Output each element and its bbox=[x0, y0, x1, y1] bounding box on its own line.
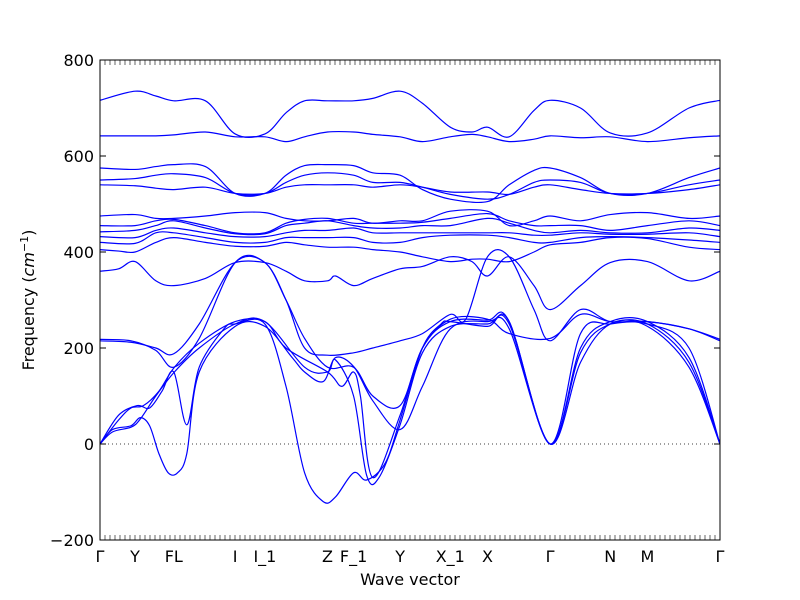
y-axis-unit: cm bbox=[19, 252, 38, 276]
x-tick-label: Γ bbox=[716, 547, 725, 566]
band-line-9 bbox=[100, 231, 720, 245]
x-tick-label: Γ bbox=[96, 547, 105, 566]
band-line-16 bbox=[100, 163, 720, 204]
band-line-5 bbox=[100, 254, 720, 409]
x-tick-label: FL bbox=[165, 547, 183, 566]
x-tick-label: I bbox=[233, 547, 238, 566]
phonon-bands bbox=[100, 90, 720, 504]
x-tick-label: M bbox=[641, 547, 655, 566]
x-tick-label: F_1 bbox=[340, 547, 367, 567]
band-line-8 bbox=[100, 236, 720, 263]
band-line-12 bbox=[100, 212, 720, 235]
x-axis-ticks: Γ Y FL I I_1 Z F_1 Y X_1 X Γ N M Γ bbox=[96, 60, 725, 567]
band-line-18 bbox=[100, 90, 720, 138]
band-line-14 bbox=[100, 184, 720, 196]
band-line-13 bbox=[100, 209, 720, 227]
x-tick-label: I_1 bbox=[253, 547, 276, 567]
x-tick-label: X_1 bbox=[436, 547, 465, 567]
x-tick-label: Γ bbox=[546, 547, 555, 566]
y-tick-label: −200 bbox=[50, 531, 94, 550]
y-axis-ticks: −200 0 200 400 600 800 bbox=[50, 51, 720, 550]
y-axis-unit-power: −1 bbox=[18, 236, 31, 252]
band-line-3 bbox=[100, 311, 720, 479]
y-tick-label: 200 bbox=[63, 339, 94, 358]
x-tick-label: N bbox=[604, 547, 616, 566]
y-axis-label-text: Frequency bbox=[19, 288, 38, 371]
y-tick-label: 0 bbox=[84, 435, 94, 454]
band-line-7 bbox=[100, 256, 720, 311]
y-tick-label: 800 bbox=[63, 51, 94, 70]
x-tick-label: Y bbox=[394, 547, 405, 566]
x-tick-label: Y bbox=[129, 547, 140, 566]
band-line-15 bbox=[100, 172, 720, 200]
band-line-17 bbox=[100, 130, 720, 143]
plot-frame bbox=[99, 59, 721, 541]
y-tick-label: 400 bbox=[63, 243, 94, 262]
y-axis-label: Frequency (cm−1) bbox=[18, 230, 39, 371]
band-line-11 bbox=[100, 217, 720, 236]
x-tick-label: X bbox=[482, 547, 493, 566]
x-tick-label: Z bbox=[322, 547, 333, 566]
x-axis-label: Wave vector bbox=[360, 570, 460, 589]
y-tick-label: 600 bbox=[63, 147, 94, 166]
band-line-1 bbox=[100, 316, 720, 476]
band-line-10 bbox=[100, 227, 720, 239]
band-line-4 bbox=[100, 313, 720, 504]
band-line-6 bbox=[100, 249, 720, 356]
